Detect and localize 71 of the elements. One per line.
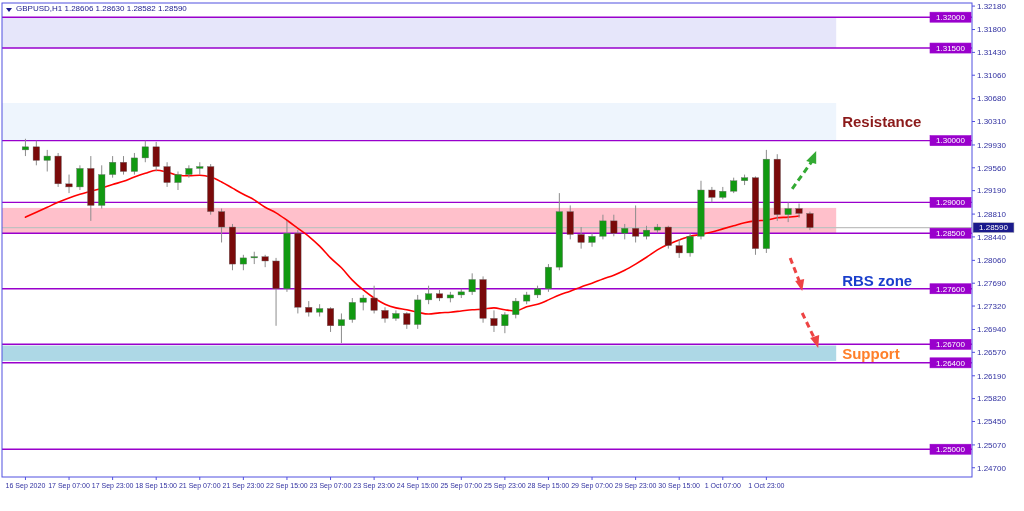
y-tick-label: 1.25070 (977, 440, 1007, 450)
candlestick (152, 141, 160, 172)
ref-line-label: 1.26700 (936, 340, 966, 350)
candlestick (337, 312, 345, 344)
candlestick (65, 174, 73, 194)
candlestick (425, 285, 433, 305)
ref-line-label: 1.26400 (936, 358, 966, 368)
candlestick (686, 232, 694, 258)
candlestick (141, 140, 149, 163)
candlestick (348, 297, 356, 324)
y-tick-label: 1.25450 (977, 417, 1007, 427)
candlestick (370, 285, 378, 314)
y-tick-label: 1.26940 (977, 325, 1007, 335)
ref-line-label: 1.30000 (936, 136, 966, 146)
ref-line-label: 1.25000 (936, 445, 966, 455)
candlestick (784, 201, 792, 223)
candlestick (588, 232, 596, 248)
candlestick (468, 272, 476, 296)
y-tick-label: 1.26570 (977, 348, 1007, 358)
candlestick (490, 309, 498, 333)
y-tick-label: 1.30310 (977, 117, 1007, 127)
candlestick (632, 204, 640, 243)
ref-line-label: 1.31500 (936, 43, 966, 53)
y-tick-label: 1.25820 (977, 394, 1007, 404)
y-tick-label: 1.31060 (977, 71, 1007, 81)
y-tick-label: 1.29930 (977, 140, 1007, 150)
y-tick-label: 1.28060 (977, 256, 1007, 266)
candlestick (43, 149, 51, 172)
band-label: Resistance (842, 113, 922, 131)
y-tick-label: 1.28810 (977, 209, 1007, 219)
ref-line-label: 1.27600 (936, 284, 966, 294)
candlestick (566, 204, 574, 240)
candlestick (795, 203, 803, 219)
y-tick-label: 1.26190 (977, 371, 1007, 381)
ref-line-label: 1.28590 (979, 223, 1009, 233)
candlestick (76, 164, 84, 191)
ref-line-label: 1.29000 (936, 198, 966, 208)
candlestick (120, 155, 127, 176)
y-tick-label: 1.29560 (977, 163, 1007, 173)
candlestick (381, 306, 389, 324)
candlestick (327, 306, 334, 333)
candlestick (806, 211, 814, 231)
candlestick (512, 297, 520, 319)
y-tick-label: 1.32180 (977, 1, 1007, 11)
candlestick (109, 155, 117, 179)
ref-line-label: 1.32000 (936, 13, 966, 22)
candlestick (174, 170, 182, 191)
y-tick-label: 1.30680 (977, 94, 1007, 104)
chart-title: GBPUSD,H1 1.28606 1.28630 1.28582 1.28590 (16, 4, 188, 13)
candlestick (577, 226, 585, 250)
y-tick-label: 1.24700 (977, 463, 1007, 473)
candlestick (599, 214, 607, 240)
candlestick (544, 263, 552, 293)
y-tick-label: 1.27690 (977, 279, 1007, 288)
candlestick (392, 309, 400, 322)
y-tick-label: 1.28440 (977, 232, 1007, 242)
candlestick (185, 164, 193, 179)
band-label: Support (842, 344, 900, 362)
y-tick-label: 1.27320 (977, 301, 1007, 311)
text: RBS zone (842, 272, 913, 290)
ref-line-label: 1.28500 (936, 229, 966, 239)
candlestick (501, 311, 509, 334)
candlestick (610, 214, 618, 237)
candlestick (218, 208, 226, 243)
y-tick-label: 1.31430 (977, 48, 1007, 58)
y-tick-label: 1.29190 (977, 186, 1007, 196)
candlestick (163, 161, 171, 188)
candlestick (675, 238, 683, 259)
y-tick-label: 1.31800 (977, 25, 1007, 35)
candlestick (130, 152, 138, 176)
candlestick (32, 140, 40, 166)
